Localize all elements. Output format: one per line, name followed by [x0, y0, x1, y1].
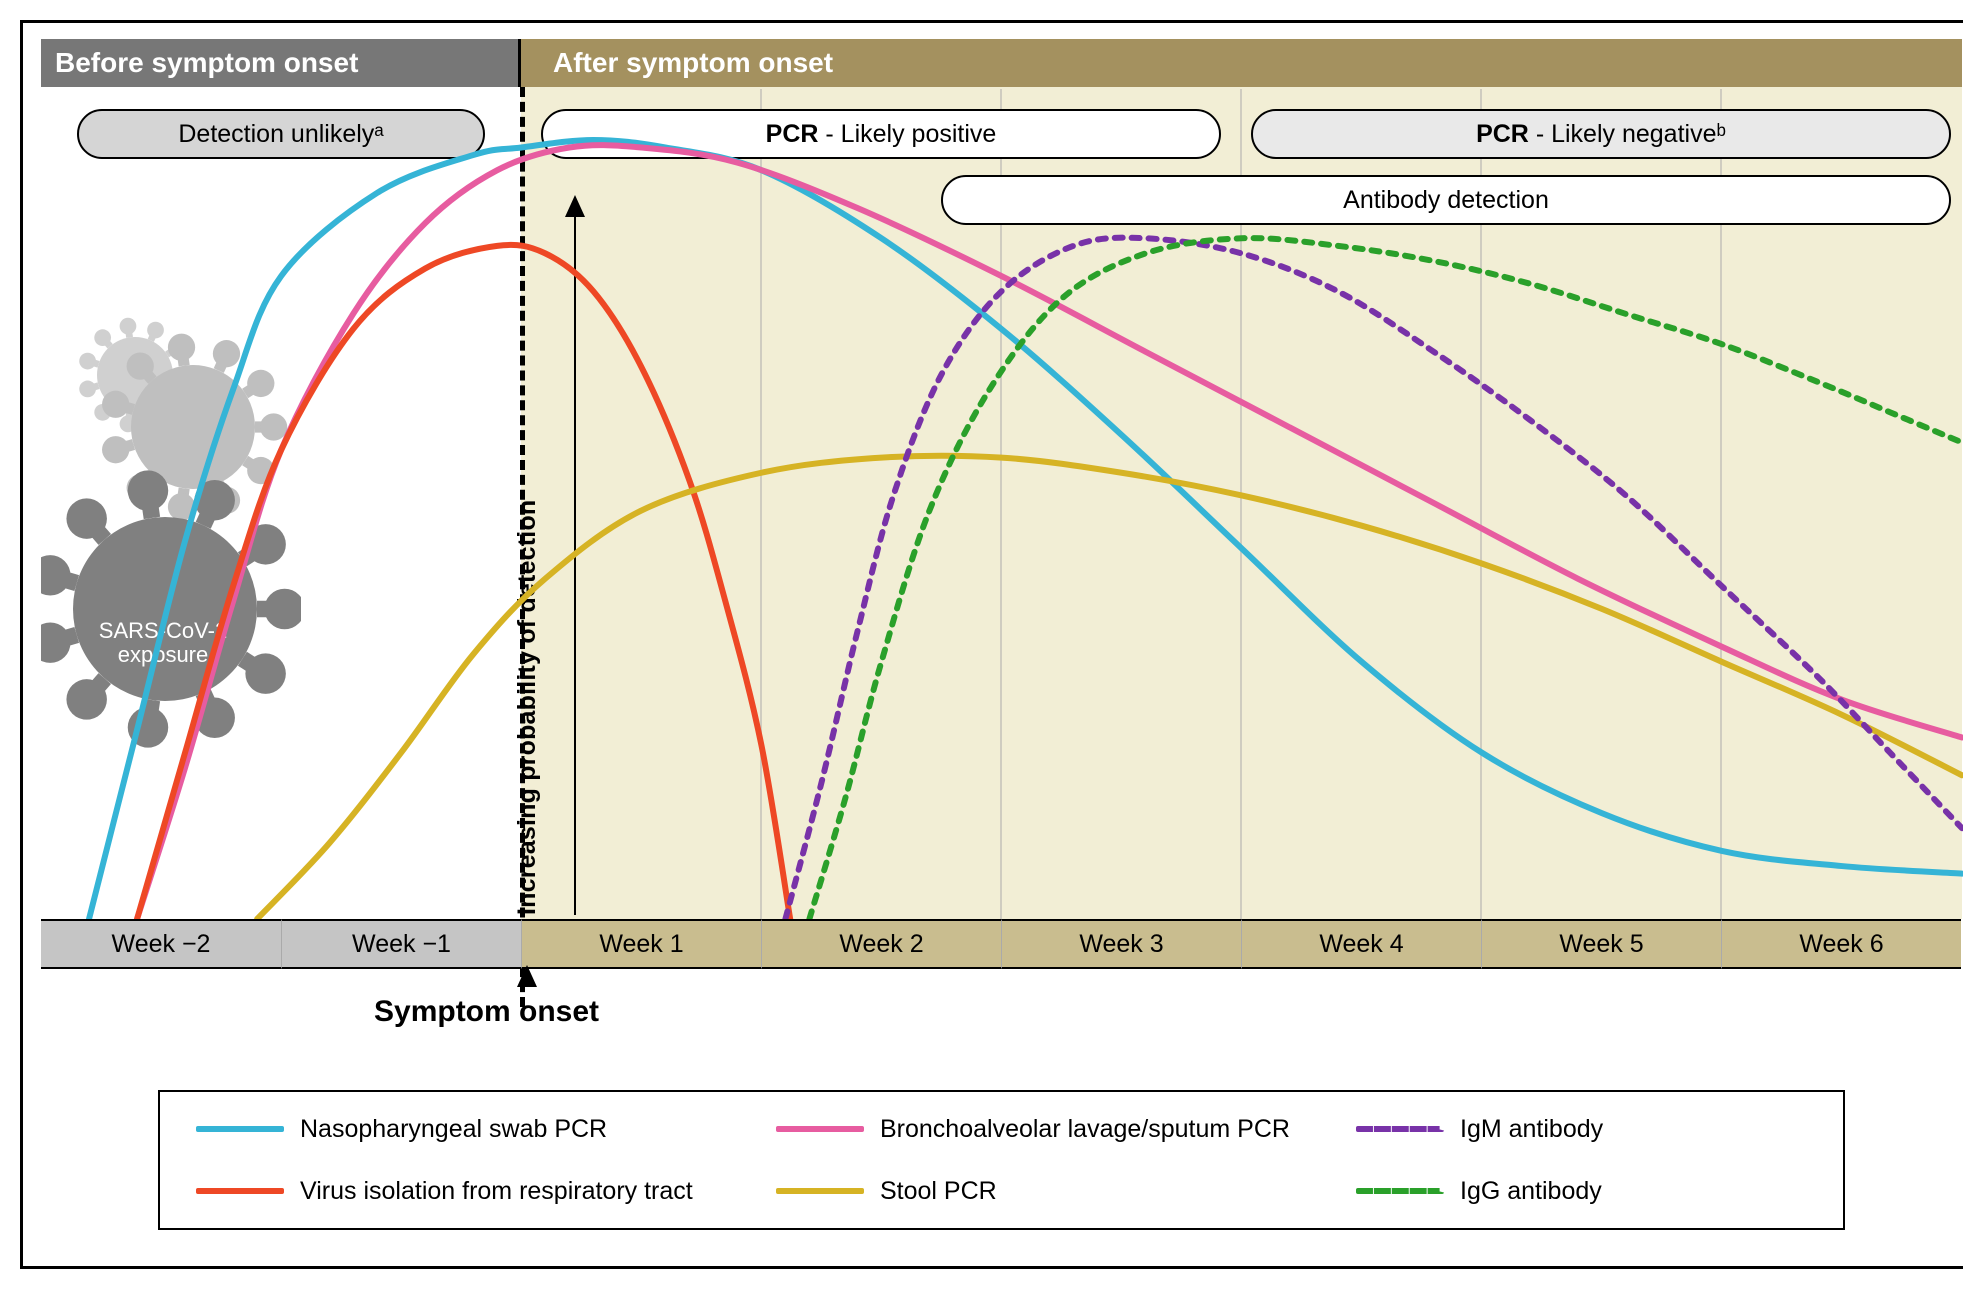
week-label: Week −1	[281, 919, 521, 969]
week-labels-row: Week −2Week −1Week 1Week 2Week 3Week 4We…	[41, 919, 1962, 969]
header-row: Before symptom onset After symptom onset	[41, 39, 1962, 87]
legend-label: Stool PCR	[880, 1177, 997, 1206]
week-label: Week 6	[1721, 919, 1961, 969]
legend-item-virus_isolation: Virus isolation from respiratory tract	[196, 1177, 756, 1206]
week-label: Week 4	[1241, 919, 1481, 969]
legend-label: Nasopharyngeal swab PCR	[300, 1115, 607, 1144]
legend-item-bal_sputum: Bronchoalveolar lavage/sputum PCR	[776, 1115, 1336, 1144]
week-label: Week 1	[521, 919, 761, 969]
legend-item-naso_swab: Nasopharyngeal swab PCR	[196, 1115, 756, 1144]
header-before-onset: Before symptom onset	[41, 39, 521, 87]
legend-swatch	[776, 1126, 864, 1132]
legend-label: IgM antibody	[1460, 1115, 1603, 1144]
legend-swatch	[1356, 1126, 1444, 1132]
legend-item-stool_pcr: Stool PCR	[776, 1177, 1336, 1206]
legend-label: IgG antibody	[1460, 1177, 1602, 1206]
legend-swatch	[196, 1188, 284, 1194]
diagnostic-timeline-chart: Before symptom onset After symptom onset…	[20, 20, 1963, 1269]
curve-layer	[41, 87, 1962, 919]
week-label: Week 5	[1481, 919, 1721, 969]
legend: Nasopharyngeal swab PCR Bronchoalveolar l…	[158, 1090, 1845, 1230]
legend-label: Bronchoalveolar lavage/sputum PCR	[880, 1115, 1290, 1144]
legend-item-igg: IgG antibody	[1356, 1177, 1807, 1206]
symptom-onset-arrow-icon	[517, 965, 537, 987]
week-label: Week 2	[761, 919, 1001, 969]
symptom-onset-label: Symptom onset	[374, 995, 599, 1029]
header-after-onset: After symptom onset	[521, 39, 1962, 87]
week-label: Week 3	[1001, 919, 1241, 969]
legend-swatch	[776, 1188, 864, 1194]
plot-area: Before symptom onset After symptom onset…	[41, 39, 1962, 969]
legend-swatch	[196, 1126, 284, 1132]
curve-igm	[785, 238, 1962, 919]
week-label: Week −2	[41, 919, 281, 969]
curve-bal_sputum	[137, 145, 1962, 919]
legend-swatch	[1356, 1188, 1444, 1194]
legend-item-igm: IgM antibody	[1356, 1115, 1807, 1144]
curve-naso_swab	[89, 140, 1962, 919]
legend-label: Virus isolation from respiratory tract	[300, 1177, 693, 1206]
curve-igg	[809, 238, 1962, 919]
curve-virus_isolation	[137, 245, 790, 919]
